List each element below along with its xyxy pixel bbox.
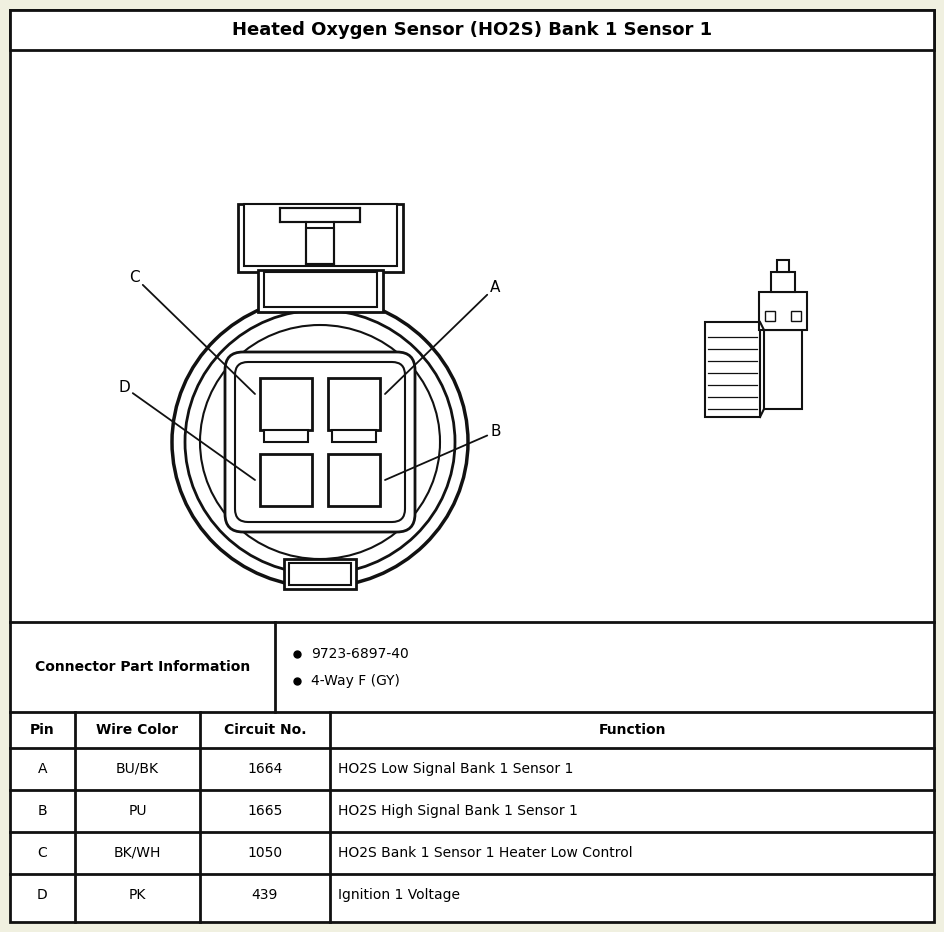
Bar [791, 311, 801, 321]
Bar [260, 454, 312, 506]
Bar [289, 563, 351, 585]
Text: 1664: 1664 [247, 762, 282, 776]
Text: Heated Oxygen Sensor (HO2S) Bank 1 Sensor 1: Heated Oxygen Sensor (HO2S) Bank 1 Senso… [232, 21, 712, 39]
Text: Function: Function [598, 723, 666, 737]
FancyBboxPatch shape [235, 362, 405, 522]
Text: D: D [118, 379, 255, 480]
Bar [244, 204, 396, 266]
Text: B: B [385, 424, 500, 480]
Text: Circuit No.: Circuit No. [224, 723, 306, 737]
Text: Connector Part Information: Connector Part Information [35, 660, 250, 674]
Text: D: D [37, 888, 48, 902]
Bar [264, 430, 308, 442]
Text: BU/BK: BU/BK [116, 762, 159, 776]
Text: HO2S High Signal Bank 1 Sensor 1: HO2S High Signal Bank 1 Sensor 1 [338, 804, 578, 818]
Text: 4-Way F (GY): 4-Way F (GY) [311, 674, 400, 688]
Bar [328, 378, 380, 430]
Text: HO2S Low Signal Bank 1 Sensor 1: HO2S Low Signal Bank 1 Sensor 1 [338, 762, 573, 776]
FancyBboxPatch shape [225, 352, 415, 532]
Text: BK/WH: BK/WH [114, 846, 161, 860]
Bar [284, 559, 356, 589]
Ellipse shape [172, 297, 468, 587]
Bar [280, 208, 360, 222]
Bar [777, 260, 789, 272]
Bar [263, 272, 377, 307]
Text: C: C [38, 846, 47, 860]
Text: 1665: 1665 [247, 804, 282, 818]
Text: Wire Color: Wire Color [96, 723, 178, 737]
Text: 9723-6897-40: 9723-6897-40 [311, 647, 409, 661]
Bar [260, 378, 312, 430]
Bar [764, 330, 802, 409]
Text: 1050: 1050 [247, 846, 282, 860]
Bar [765, 311, 775, 321]
Bar [705, 322, 760, 417]
Text: PU: PU [128, 804, 146, 818]
Text: A: A [385, 280, 500, 394]
Bar [332, 430, 376, 442]
Bar [238, 204, 402, 272]
Ellipse shape [185, 310, 455, 574]
Text: C: C [129, 269, 255, 394]
Bar [306, 228, 334, 264]
Bar [759, 292, 807, 330]
Text: HO2S Bank 1 Sensor 1 Heater Low Control: HO2S Bank 1 Sensor 1 Heater Low Control [338, 846, 632, 860]
Text: A: A [38, 762, 47, 776]
Bar [10, 10, 934, 50]
Text: PK: PK [128, 888, 146, 902]
Bar [258, 270, 382, 312]
Text: B: B [38, 804, 47, 818]
Text: Ignition 1 Voltage: Ignition 1 Voltage [338, 888, 460, 902]
Text: 439: 439 [252, 888, 278, 902]
Text: Pin: Pin [30, 723, 55, 737]
Bar [328, 454, 380, 506]
Ellipse shape [200, 325, 440, 559]
Bar [771, 272, 795, 292]
